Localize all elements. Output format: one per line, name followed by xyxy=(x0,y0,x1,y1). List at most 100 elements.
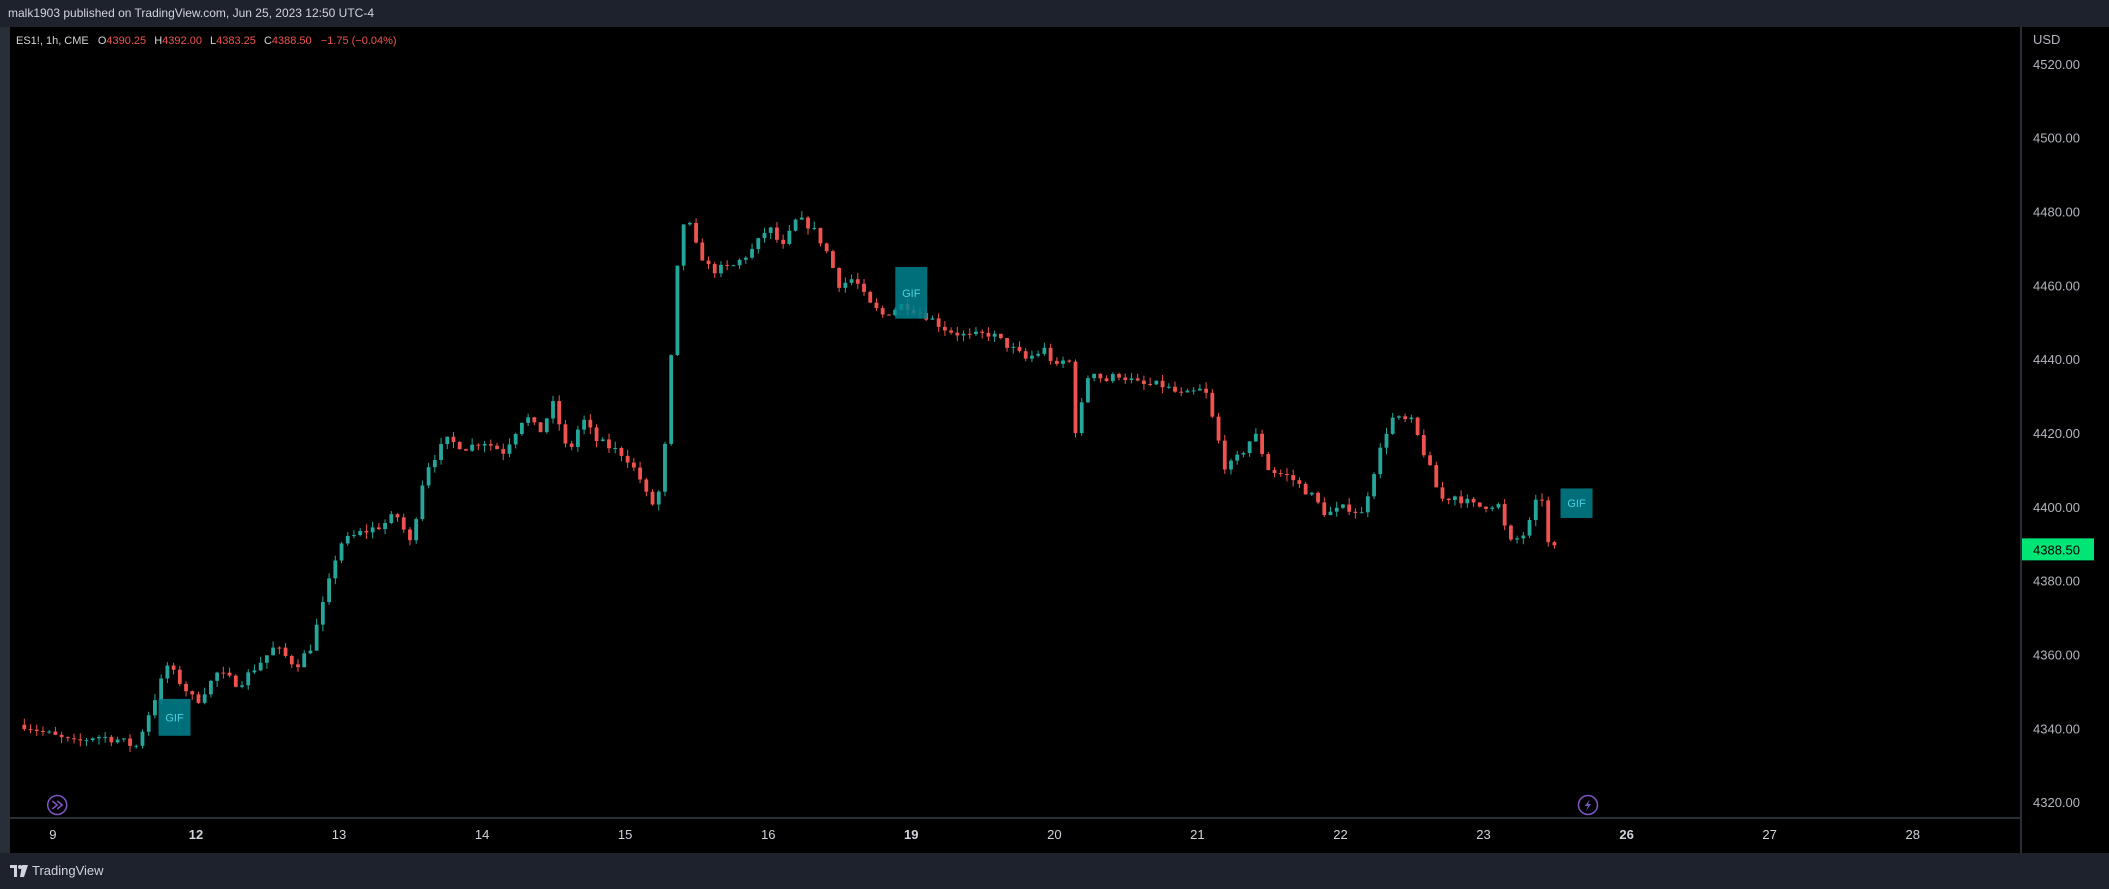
candle xyxy=(1098,373,1103,383)
candle xyxy=(1434,461,1439,488)
candle xyxy=(725,260,730,271)
candle xyxy=(1154,380,1159,386)
x-tick-label: 22 xyxy=(1333,827,1347,842)
x-tick-label: 26 xyxy=(1619,827,1633,842)
candle xyxy=(1030,350,1034,363)
candle xyxy=(1061,356,1065,369)
candle xyxy=(762,227,767,243)
candle xyxy=(1197,384,1202,391)
candle xyxy=(1409,414,1414,423)
fast-forward-event-icon[interactable] xyxy=(46,794,68,816)
candle xyxy=(420,480,425,522)
x-tick-label: 27 xyxy=(1762,827,1776,842)
candle xyxy=(1048,343,1053,365)
candle xyxy=(893,307,898,317)
candles-group xyxy=(22,211,1557,753)
x-tick-label: 20 xyxy=(1047,827,1061,842)
candle xyxy=(34,724,39,737)
candle xyxy=(594,424,599,448)
candle xyxy=(650,489,655,506)
legend-symbol: ES1!, 1h, CME xyxy=(16,35,89,47)
candle xyxy=(59,731,64,744)
candle xyxy=(128,734,132,753)
candle xyxy=(1216,412,1221,444)
y-tick-label: 4360.00 xyxy=(2033,648,2080,663)
candle xyxy=(961,330,966,342)
y-tick-label: 4320.00 xyxy=(2033,795,2080,810)
candle xyxy=(65,736,70,742)
legend-low-value: 4383.25 xyxy=(216,35,256,47)
candlestick-chart[interactable]: GIF GIF GIF 4520.00 4500.00 4480.00 4460.00 44… xyxy=(0,27,2109,853)
gif-marker[interactable]: GIF xyxy=(158,698,191,736)
candle xyxy=(252,664,257,674)
svg-text:ES1!, 1h, CME O4390.25: ES1!, 1h, CME O4390.25 H4392.00 L4383.25… xyxy=(16,35,397,47)
legend-close-label: C xyxy=(264,35,272,47)
candle xyxy=(1515,535,1520,544)
candle xyxy=(1291,469,1296,487)
candle xyxy=(333,555,338,585)
candle xyxy=(177,665,182,687)
candle xyxy=(1428,451,1432,466)
candle xyxy=(358,528,363,537)
x-tick-label: 15 xyxy=(618,827,632,842)
candle xyxy=(258,656,263,672)
candle xyxy=(488,439,493,451)
lightning-event-icon[interactable] xyxy=(1577,794,1599,816)
candle xyxy=(949,327,953,335)
tradingview-logo-icon xyxy=(10,864,28,877)
y-tick-label: 4480.00 xyxy=(2033,205,2080,220)
candle xyxy=(215,671,220,687)
candle xyxy=(28,724,33,734)
candle xyxy=(1390,412,1395,435)
candle xyxy=(1222,434,1227,474)
tradingview-logo[interactable]: TradingView xyxy=(10,863,104,878)
candle xyxy=(563,419,568,448)
svg-text:GIF: GIF xyxy=(902,288,921,300)
candle xyxy=(1017,341,1022,353)
legend-close-value: 4388.50 xyxy=(272,35,312,47)
plot-area[interactable] xyxy=(10,27,2020,817)
candle xyxy=(507,438,512,458)
candle xyxy=(308,644,313,655)
x-tick-label: 12 xyxy=(189,827,203,842)
candle xyxy=(551,395,555,424)
candle xyxy=(53,726,58,736)
candle xyxy=(134,744,139,749)
candle xyxy=(22,718,27,732)
candle xyxy=(115,736,120,744)
price-axis[interactable] xyxy=(2022,27,2109,853)
candle xyxy=(974,327,978,336)
candle xyxy=(613,441,618,454)
candle xyxy=(1459,490,1464,509)
candle xyxy=(812,221,817,231)
candle xyxy=(445,436,450,450)
y-tick-label: 4400.00 xyxy=(2033,500,2080,515)
candle xyxy=(868,290,873,304)
gif-marker[interactable]: GIF xyxy=(895,266,928,319)
candle xyxy=(986,327,991,342)
candle xyxy=(1285,468,1289,482)
candle xyxy=(1316,491,1320,505)
x-tick-label: 16 xyxy=(761,827,775,842)
candle xyxy=(482,440,487,453)
candle xyxy=(1054,357,1059,366)
candle xyxy=(756,237,761,254)
candle xyxy=(731,264,736,267)
candle xyxy=(520,422,524,436)
time-axis[interactable] xyxy=(10,819,2020,853)
y-tick-label: 4340.00 xyxy=(2033,721,2080,736)
y-tick-label: 4440.00 xyxy=(2033,352,2080,367)
gif-marker[interactable]: GIF xyxy=(1560,488,1593,518)
candle xyxy=(327,573,331,605)
candle xyxy=(513,432,518,449)
candle xyxy=(1415,416,1420,437)
candle xyxy=(464,448,468,451)
candle xyxy=(1334,501,1339,517)
candle xyxy=(625,449,630,468)
candle xyxy=(1328,506,1333,516)
candle xyxy=(1540,493,1544,507)
candle xyxy=(1079,398,1084,436)
x-tick-label: 13 xyxy=(332,827,346,842)
last-price-label: 4388.50 xyxy=(2033,542,2080,557)
event-markers-group xyxy=(46,794,1599,816)
